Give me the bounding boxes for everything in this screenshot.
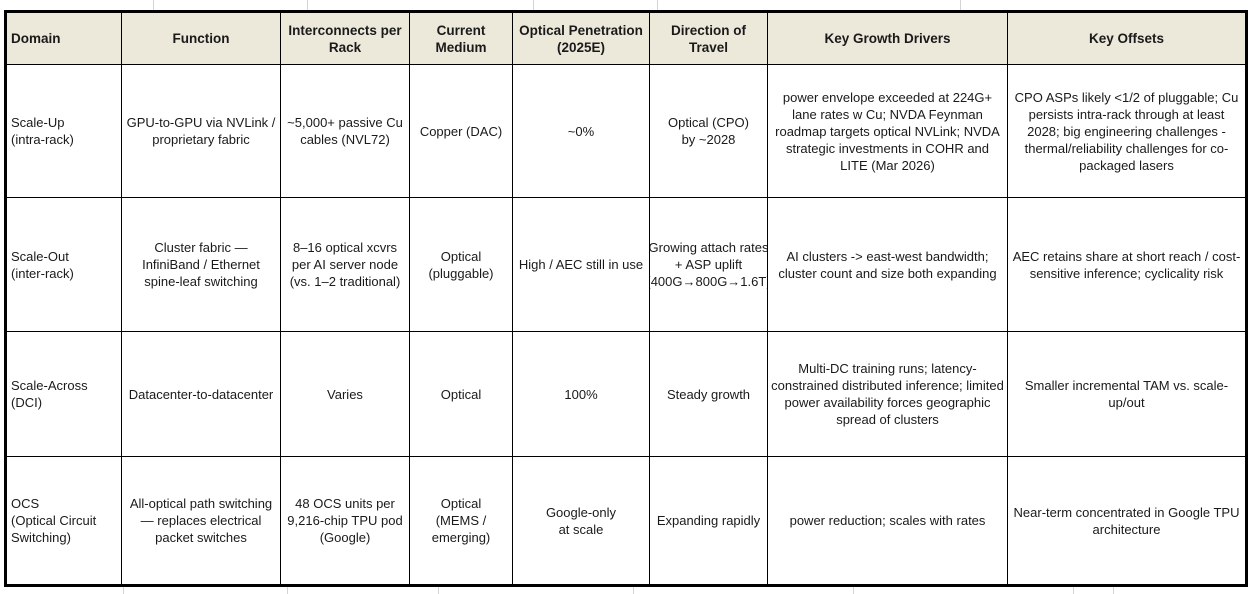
col-header-direction-of-travel: Direction of Travel [650, 13, 768, 65]
table-cell: Varies [281, 332, 410, 457]
table-cell: High / AEC still in use [513, 198, 650, 332]
col-header-key-growth-drivers: Key Growth Drivers [768, 13, 1008, 65]
table-cell: Optical [410, 332, 513, 457]
table-cell: OCS (Optical Circuit Switching) [7, 457, 122, 584]
table-cell: 100% [513, 332, 650, 457]
table-cell: Scale-Across (DCI) [7, 332, 122, 457]
table-cell: All-optical path switching — replaces el… [122, 457, 281, 584]
table-cell: Optical (MEMS / emerging) [410, 457, 513, 584]
table-cell: power reduction; scales with rates [768, 457, 1008, 584]
table-grid: Domain Function Interconnects per Rack C… [7, 13, 1245, 584]
gridline-stub [633, 586, 634, 594]
table-cell: Expanding rapidly [650, 457, 768, 584]
gridline-stub [438, 586, 439, 594]
col-header-optical-penetration: Optical Penetration (2025E) [513, 13, 650, 65]
table-cell: ~5,000+ passive Cu cables (NVL72) [281, 65, 410, 198]
table-cell: 8–16 optical xcvrs per AI server node (v… [281, 198, 410, 332]
col-header-interconnects-per-rack: Interconnects per Rack [281, 13, 410, 65]
table-cell: Near-term concentrated in Google TPU arc… [1013, 504, 1240, 537]
gridline-stub [307, 0, 308, 10]
col-header-key-offsets: Key Offsets [1008, 13, 1245, 65]
gridline-stub [287, 586, 288, 594]
gridline-stub [153, 0, 154, 10]
table-cell: Scale-Out (inter-rack) [7, 198, 122, 332]
table-cell: Growing attach rates + ASP uplift (400G→… [650, 198, 768, 332]
table-cell: Scale-Up (intra-rack) [7, 65, 122, 198]
table-cell: 48 OCS units per 9,216-chip TPU pod (Goo… [281, 457, 410, 584]
table-cell: Cluster fabric — InfiniBand / Ethernet s… [122, 198, 281, 332]
table-cell: Steady growth [650, 332, 768, 457]
gridline-stub [960, 0, 961, 10]
table-cell: CPO ASPs likely <1/2 of pluggable; Cu pe… [1008, 65, 1245, 198]
gridline-stub [1113, 586, 1114, 594]
gridline-stub [123, 586, 124, 594]
col-header-current-medium: Current Medium [410, 13, 513, 65]
gridline-stub [533, 0, 534, 10]
table-cell: Smaller incremental TAM vs. scale-up/out [1008, 332, 1245, 457]
table-cell: Optical (CPO) by ~2028 [650, 65, 768, 198]
col-header-function: Function [122, 13, 281, 65]
gridline-stub [657, 0, 658, 10]
table-cell: GPU-to-GPU via NVLink / proprietary fabr… [122, 65, 281, 198]
table-cell: Copper (DAC) [410, 65, 513, 198]
table-cell: Datacenter-to-datacenter [122, 332, 281, 457]
table-cell: Multi-DC training runs; latency-constrai… [768, 332, 1008, 457]
table-cell: ~0% [513, 65, 650, 198]
domains-comparison-table: Domain Function Interconnects per Rack C… [4, 10, 1248, 587]
table-cell: AEC retains share at short reach / cost-… [1008, 198, 1245, 332]
table-cell: Google-only at scale [513, 457, 650, 584]
table-cell: Optical (pluggable) [410, 198, 513, 332]
col-header-domain: Domain [7, 13, 122, 65]
table-cell: AI clusters -> east-west bandwidth; clus… [768, 198, 1008, 332]
gridline-stub [1073, 586, 1074, 594]
table-cell: power envelope exceeded at 224G+ lane ra… [768, 65, 1008, 198]
gridline-stub [853, 586, 854, 594]
